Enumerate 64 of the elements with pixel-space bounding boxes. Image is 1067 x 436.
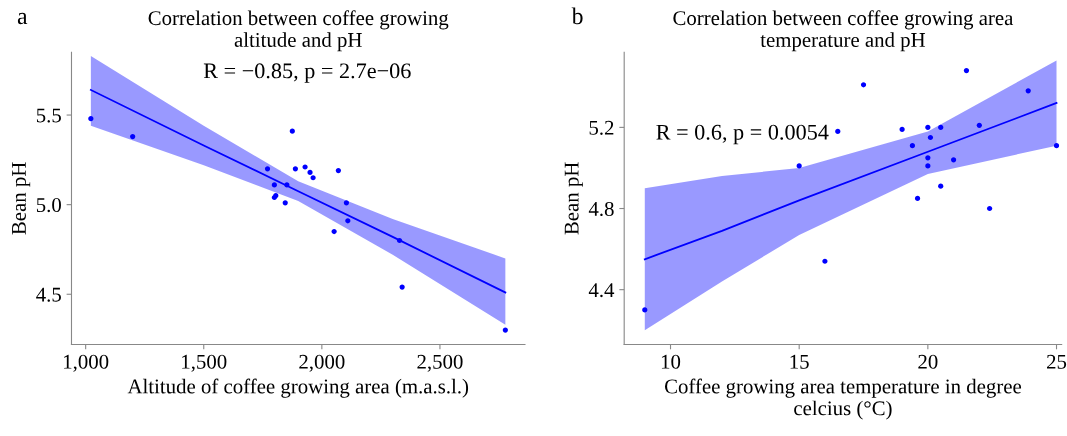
point [396,237,403,244]
point [335,168,341,174]
x-axis-title: Coffee growing area temperature in degree celcius (°C) [664,378,1022,420]
point [835,128,841,135]
point [399,284,405,290]
point [899,126,905,133]
x-tick-label: 25 [1047,354,1067,369]
point [938,124,944,130]
point [963,67,970,74]
point [264,166,271,172]
point [130,133,136,140]
chart-title: Correlation between coffee growing area temperature and pH [673,10,1014,52]
y-tick-label: 5.2 [589,120,614,135]
point [284,182,290,188]
y-tick-label: 5.5 [36,108,61,123]
point [292,166,298,172]
text: b [571,7,583,25]
point [271,182,277,188]
y-tick-label: 4.8 [588,201,614,217]
y-tick-label: 4.4 [588,283,615,298]
point [310,175,316,181]
x-tick-label: 15 [790,354,809,369]
y-axis-title: Bean pH [564,162,583,235]
x-tick-label: 2,000 [299,354,345,372]
point [289,128,295,134]
x-tick-label: 20 [918,354,938,369]
x-tick-label: 10 [661,354,681,369]
y-tick-label: 4.5 [36,287,61,302]
x-tick-label: 1,000 [64,354,109,372]
point [1053,143,1060,149]
line-series [89,89,507,294]
point [502,327,508,333]
point [1025,88,1031,94]
point [914,195,921,201]
chart-title: Correlation between coffee growing altitude and pH [148,10,449,52]
line-series [643,102,1058,261]
point [938,183,944,189]
point [950,157,957,163]
annotation: R = 0.6, p = 0.0054 [656,124,829,145]
point [642,307,648,313]
point [282,200,288,206]
point [307,169,313,175]
point [925,155,931,161]
point [796,163,802,169]
y-axis-title: Bean pH [12,162,31,235]
x-tick-label: 2,500 [417,354,463,372]
point [925,163,931,169]
point [343,200,350,206]
point [909,143,916,149]
point [345,218,351,224]
point [302,164,308,170]
point [927,134,934,141]
point [331,228,337,235]
point [860,82,867,88]
annotation: R = −0.85, p = 2.7e−06 [203,63,411,83]
point [822,258,828,264]
text: a [17,12,28,25]
point [925,124,931,130]
x-axis-title: Altitude of coffee growing area (m.a.s.l.) [127,378,469,398]
point [987,205,993,212]
point [88,116,94,122]
point [976,122,982,128]
x-tick-label: 1,500 [182,354,227,372]
y-tick-label: 5.0 [36,198,61,213]
